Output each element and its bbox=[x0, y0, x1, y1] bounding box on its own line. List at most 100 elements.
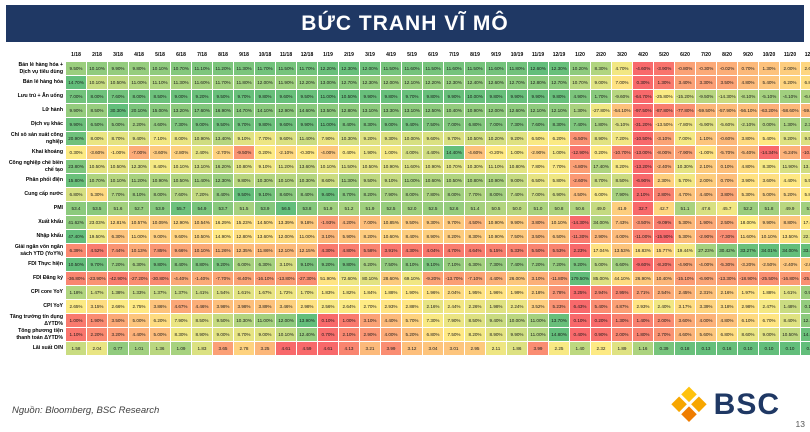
heatmap-cell: 1.37% bbox=[149, 285, 171, 300]
heatmap-cell: 3.80% bbox=[737, 131, 759, 146]
heatmap-cell: -2.90% bbox=[527, 145, 549, 160]
heatmap-cell: 7.40% bbox=[506, 187, 528, 202]
heatmap-cell: 2.10% bbox=[338, 327, 360, 342]
heatmap-cell: 8.40% bbox=[212, 187, 234, 202]
heatmap-cell: 52.7 bbox=[128, 201, 150, 216]
heatmap-cell: 16.90% bbox=[212, 103, 234, 118]
heatmap-cell: 2.60% bbox=[800, 61, 810, 76]
heatmap-cell: 53.8 bbox=[296, 201, 318, 216]
heatmap-cell: 0.70% bbox=[737, 61, 759, 76]
heatmap-cell: -30.80% bbox=[149, 271, 171, 286]
heatmap-cell: -54.10% bbox=[611, 103, 633, 118]
heatmap-cell: 13.30% bbox=[380, 103, 402, 118]
heatmap-cell: 12.70% bbox=[338, 75, 360, 90]
heatmap-cell: 3.60% bbox=[674, 313, 696, 328]
heatmap-cell: -8.20% bbox=[653, 257, 675, 272]
heatmap-cell: 3.30% bbox=[695, 75, 717, 90]
page-title: BỨC TRANH VĨ MÔ bbox=[301, 11, 509, 35]
heatmap-cell: 1.00% bbox=[65, 313, 87, 328]
heatmap-cell: 18.00% bbox=[737, 215, 759, 230]
heatmap-cell: 19.44% bbox=[674, 243, 696, 258]
heatmap-cell: 9.70% bbox=[233, 117, 255, 132]
heatmap-cell: -7.00% bbox=[128, 145, 150, 160]
heatmap-cell: 4.70% bbox=[443, 243, 465, 258]
heatmap-cell: 3.18% bbox=[716, 299, 738, 314]
heatmap-cell: 2.88% bbox=[401, 299, 423, 314]
heatmap-cell: -58.60% bbox=[779, 103, 801, 118]
source-note: Nguồn: Bloomberg, BSC Research bbox=[12, 405, 160, 416]
column-header: 6/20 bbox=[674, 47, 696, 62]
heatmap-cell: 3.10% bbox=[527, 271, 549, 286]
heatmap-cell: 2.24% bbox=[506, 299, 528, 314]
heatmap-cell: 34.00% bbox=[590, 215, 612, 230]
heatmap-cell: 8.40% bbox=[149, 159, 171, 174]
heatmap-cell: 13.50% bbox=[317, 103, 339, 118]
heatmap-cell: 9.00% bbox=[506, 173, 528, 188]
heatmap-cell: 9.80% bbox=[422, 89, 444, 104]
heatmap-cell: 7.50% bbox=[422, 117, 444, 132]
heatmap-cell: 9.20% bbox=[191, 89, 213, 104]
heatmap-cell: 4.40% bbox=[779, 173, 801, 188]
heatmap-cell: 1.82% bbox=[338, 285, 360, 300]
heatmap-cell: 10.10% bbox=[548, 215, 570, 230]
heatmap-cell: 5.60% bbox=[695, 327, 717, 342]
heatmap-cell: -2.50% bbox=[758, 257, 780, 272]
heatmap-cell: 11.10% bbox=[485, 159, 507, 174]
heatmap-cell: 2.45% bbox=[674, 285, 696, 300]
heatmap-cell: 0.00% bbox=[758, 117, 780, 132]
heatmap-cell: 10.85% bbox=[380, 215, 402, 230]
heatmap-cell: 51.90% bbox=[317, 271, 339, 286]
heatmap-cell: 1.01 bbox=[128, 341, 150, 356]
heatmap-cell: 12.90% bbox=[170, 215, 192, 230]
heatmap-cell: 8.90% bbox=[485, 327, 507, 342]
heatmap-cell: 12.15% bbox=[296, 243, 318, 258]
heatmap-cell: 8.50% bbox=[611, 173, 633, 188]
heatmap-cell: 4.60% bbox=[674, 327, 696, 342]
heatmap-cell: 2.94% bbox=[590, 285, 612, 300]
heatmap-cell: 8.30% bbox=[758, 159, 780, 174]
bsc-diamond-icon bbox=[670, 386, 707, 424]
heatmap-cell: 2.31% bbox=[695, 285, 717, 300]
heatmap-cell: 11.70% bbox=[212, 75, 234, 90]
table-row: Bán lẻ hàng hóa + Dịch vụ tiêu dùng 9.50%… bbox=[6, 61, 810, 76]
heatmap-cell: -3.10% bbox=[653, 131, 675, 146]
heatmap-cell: -5.10% bbox=[758, 89, 780, 104]
heatmap-cell: 8.70% bbox=[107, 131, 129, 146]
heatmap-cell: 1.30% bbox=[569, 103, 591, 118]
heatmap-cell: 11.50% bbox=[275, 61, 297, 76]
heatmap-cell: 15.77% bbox=[653, 243, 675, 258]
heatmap-cell: 1.80% bbox=[590, 117, 612, 132]
heatmap-cell: 6.80% bbox=[422, 327, 444, 342]
heatmap-cell: 9.70% bbox=[86, 257, 108, 272]
heatmap-cell: 12.00% bbox=[275, 229, 297, 244]
heatmap-cell: 12.00% bbox=[275, 313, 297, 328]
heatmap-cell: 34.01% bbox=[758, 243, 780, 258]
heatmap-cell: 7.00% bbox=[527, 187, 549, 202]
column-header: 12/19 bbox=[548, 47, 570, 62]
heatmap-cell: 3.39% bbox=[695, 299, 717, 314]
heatmap-cell: 5.00% bbox=[107, 117, 129, 132]
column-header: 5/20 bbox=[653, 47, 675, 62]
heatmap-cell: 1.83 bbox=[191, 341, 213, 356]
heatmap-cell: 12.20% bbox=[296, 75, 318, 90]
heatmap-cell: 2.64% bbox=[338, 299, 360, 314]
heatmap-cell: 10.40% bbox=[653, 271, 675, 286]
heatmap-cell: 10.30% bbox=[338, 131, 360, 146]
heatmap-cell: 72.60% bbox=[338, 271, 360, 286]
heatmap-cell: -0.30% bbox=[695, 61, 717, 76]
heatmap-cell: 15.23% bbox=[233, 215, 255, 230]
heatmap-cell: 0.40% bbox=[338, 145, 360, 160]
heatmap-cell: -9.50% bbox=[695, 89, 717, 104]
heatmap-cell: 11.30% bbox=[233, 61, 255, 76]
heatmap-cell: 10.90% bbox=[380, 159, 402, 174]
heatmap-cell: 11.70% bbox=[296, 61, 318, 76]
heatmap-cell: -2.40% bbox=[653, 159, 675, 174]
heatmap-cell: 10.50% bbox=[359, 159, 381, 174]
heatmap-cell: 1.10% bbox=[695, 131, 717, 146]
heatmap-cell: 11.40% bbox=[191, 173, 213, 188]
heatmap-cell: 10.10% bbox=[191, 243, 213, 258]
heatmap-cell: -77.80% bbox=[674, 103, 696, 118]
heatmap-cell: 8.40% bbox=[296, 187, 318, 202]
heatmap-cell: 5.90% bbox=[338, 229, 360, 244]
